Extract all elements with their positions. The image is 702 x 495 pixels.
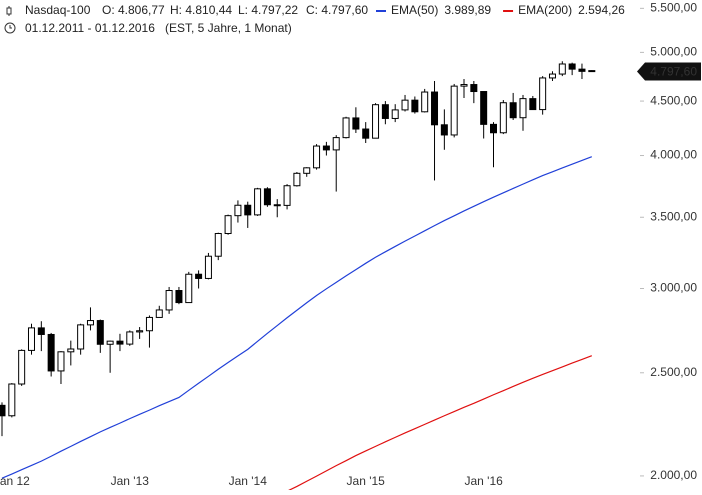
clock-icon <box>4 22 16 34</box>
x-tick-label: Jan '16 <box>465 474 504 488</box>
candle-body <box>322 145 330 151</box>
x-tick-label: Jan 12 <box>0 474 30 488</box>
candle-body <box>254 188 262 216</box>
ema-line <box>288 355 593 490</box>
x-tick-label: Jan '13 <box>111 474 150 488</box>
candle-body <box>519 98 527 119</box>
candle-body <box>8 383 16 417</box>
price-tag-label: 4.797,60 <box>650 65 697 79</box>
legend-value: 2.594,26 <box>578 3 625 17</box>
settings: (EST, 5 Jahre, 1 Monat) <box>165 21 292 35</box>
candle-body <box>263 188 271 206</box>
x-tick-label: Jan '15 <box>347 474 386 488</box>
candle-body <box>96 320 104 345</box>
candle-body <box>77 324 85 350</box>
candle-body <box>106 340 114 345</box>
ohlc-low: L: 4.797,22 <box>238 3 298 17</box>
candle-body <box>588 70 596 73</box>
y-tick-label: 5.000,00 <box>650 45 697 59</box>
candle-body <box>568 63 576 70</box>
candle-body <box>136 330 144 333</box>
candle-body <box>391 109 399 119</box>
candle-body <box>67 348 75 353</box>
candle-body <box>293 172 301 187</box>
plot-area <box>0 61 596 490</box>
price-tag <box>637 62 701 81</box>
x-tick-label: Jan '14 <box>229 474 268 488</box>
candle-body <box>411 99 419 113</box>
candle-body <box>126 331 134 345</box>
candle-body <box>372 104 380 139</box>
candle-body <box>431 91 439 126</box>
candle-body <box>224 215 232 235</box>
y-tick-label: 3.500,00 <box>650 209 697 223</box>
candle-body <box>401 99 409 111</box>
candle-body <box>342 117 350 139</box>
candle-body <box>529 98 537 111</box>
y-tick-label: 4.500,00 <box>650 93 697 107</box>
candle-body <box>86 320 94 326</box>
candle-body <box>470 84 478 93</box>
candle-body <box>509 102 517 119</box>
legend-value: 3.989,89 <box>444 3 491 17</box>
ohlc-close: C: 4.797,60 <box>306 3 368 17</box>
y-tick-label: 3.000,00 <box>650 281 697 295</box>
candle-body <box>175 290 183 304</box>
candle-body <box>116 340 124 345</box>
candle-body <box>234 204 242 217</box>
candle-body <box>165 290 173 311</box>
candle-body <box>313 145 321 169</box>
chart-icon <box>6 6 12 16</box>
y-tick-label: 4.000,00 <box>650 148 697 162</box>
candle-body <box>421 91 429 113</box>
instrument-name: Nasdaq-100 <box>25 3 91 17</box>
candle-body <box>332 137 340 151</box>
y-tick-label: 2.500,00 <box>650 365 697 379</box>
legend-label: EMA(50) <box>391 3 438 17</box>
ohlc-high: H: 4.810,44 <box>170 3 232 17</box>
candle-body <box>352 117 360 130</box>
candle-body <box>155 309 163 318</box>
ema-line <box>1 156 593 479</box>
candle-body <box>18 349 26 385</box>
candle-body <box>0 404 6 417</box>
header: Nasdaq-100 O: 4.806,77 H: 4.810,44 L: 4.… <box>4 3 625 35</box>
y-tick-label: 5.500,00 <box>650 1 697 15</box>
candle-body <box>195 273 203 279</box>
candle-body <box>362 128 370 139</box>
candle-body <box>204 255 212 279</box>
candle-body <box>381 104 389 119</box>
candle-body <box>548 73 556 79</box>
date-range: 01.12.2011 - 01.12.2016 <box>25 21 155 35</box>
candle-body <box>499 102 507 134</box>
candle-body <box>244 204 252 216</box>
candle-body <box>539 77 547 111</box>
candle-body <box>37 327 45 335</box>
candle-body <box>214 233 222 257</box>
candle-body <box>440 124 448 136</box>
candle-body <box>490 123 497 134</box>
candle-body <box>303 167 311 174</box>
ohlc-open: O: 4.806,77 <box>102 3 165 17</box>
candle-body <box>450 85 458 136</box>
candle-body <box>145 316 153 332</box>
candle-body <box>27 327 35 351</box>
candle-body <box>57 351 65 372</box>
candle-body <box>185 273 193 304</box>
candle-body <box>283 185 291 206</box>
candle-body <box>578 68 586 72</box>
candle-body <box>460 84 468 87</box>
candle-body <box>47 333 55 372</box>
legend-label: EMA(200) <box>518 3 572 17</box>
y-tick-label: 2.000,00 <box>650 468 697 482</box>
candle-body <box>558 63 566 75</box>
candle-body <box>273 204 281 207</box>
candle-body <box>480 91 488 125</box>
